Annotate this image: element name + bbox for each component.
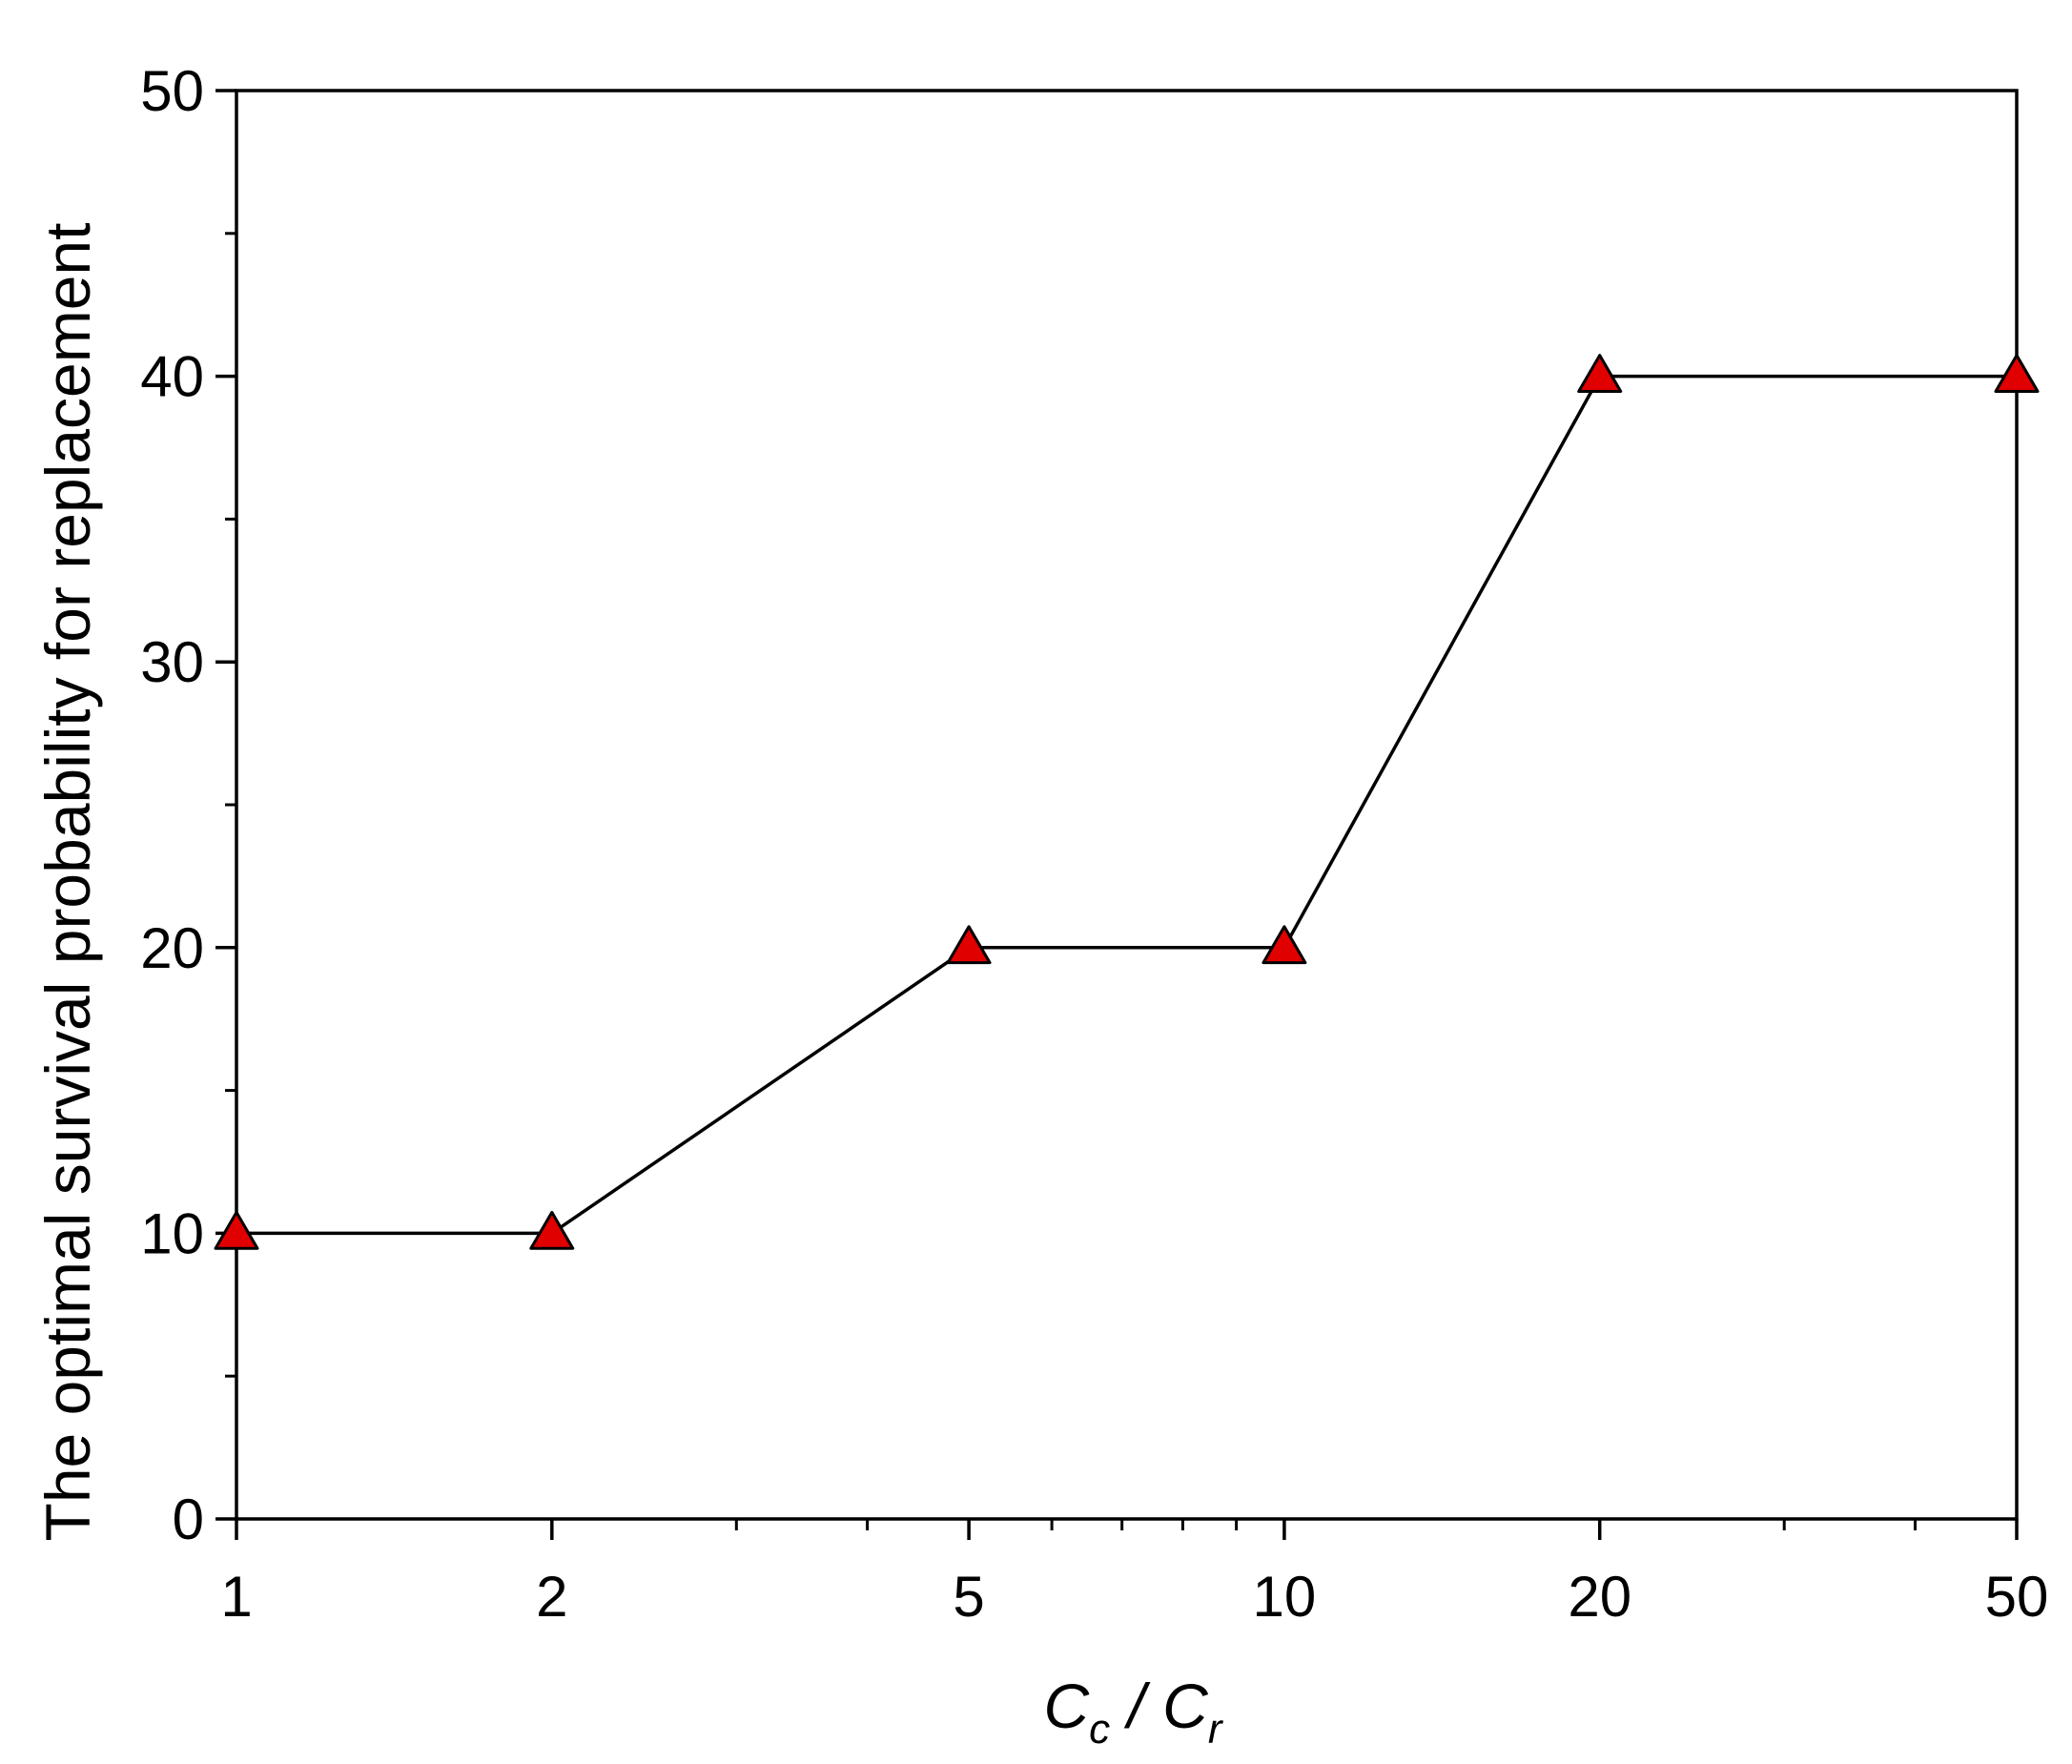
x-tick-label: 10 [1253, 1565, 1317, 1629]
y-axis-title: The optimal survival probability for rep… [32, 223, 103, 1542]
x-axis-title-main1: C [1043, 1671, 1090, 1741]
x-axis-title-sep: / [1110, 1671, 1162, 1741]
plot-frame [235, 89, 2019, 1521]
plot-border [235, 89, 2019, 1521]
x-tick-label: 1 [220, 1565, 252, 1629]
data-point-marker [1994, 354, 2040, 393]
data-point-marker [1577, 354, 1623, 393]
x-tick-label: 5 [953, 1565, 984, 1629]
x-axis-title-sub2: r [1208, 1706, 1224, 1753]
y-tick-label: 0 [173, 1487, 204, 1551]
x-axis-title-main2: C [1162, 1671, 1209, 1741]
axis-ticks [215, 89, 2019, 1540]
x-tick-label: 2 [536, 1565, 567, 1629]
data-point-marker [214, 1210, 259, 1250]
data-point-marker [529, 1210, 575, 1250]
data-point-marker [946, 925, 992, 965]
y-tick-label: 30 [140, 630, 204, 694]
x-tick-label: 50 [1985, 1565, 2049, 1629]
y-tick-label: 50 [140, 59, 204, 123]
x-axis-title: Cc / Cr [1043, 1671, 1223, 1753]
series-line [236, 374, 2017, 1236]
axis-titles: The optimal survival probability for rep… [32, 223, 1224, 1753]
y-tick-label: 20 [140, 916, 204, 980]
y-tick-label: 10 [140, 1201, 204, 1265]
tick-labels: 0 10 20 30 40 50 1 2 5 10 20 50 [140, 59, 2048, 1629]
series-layer [214, 354, 2040, 1250]
x-tick-label: 20 [1568, 1565, 1631, 1629]
data-point-marker [1262, 925, 1307, 965]
y-tick-label: 40 [140, 345, 204, 409]
x-axis-title-sub1: c [1089, 1706, 1110, 1753]
